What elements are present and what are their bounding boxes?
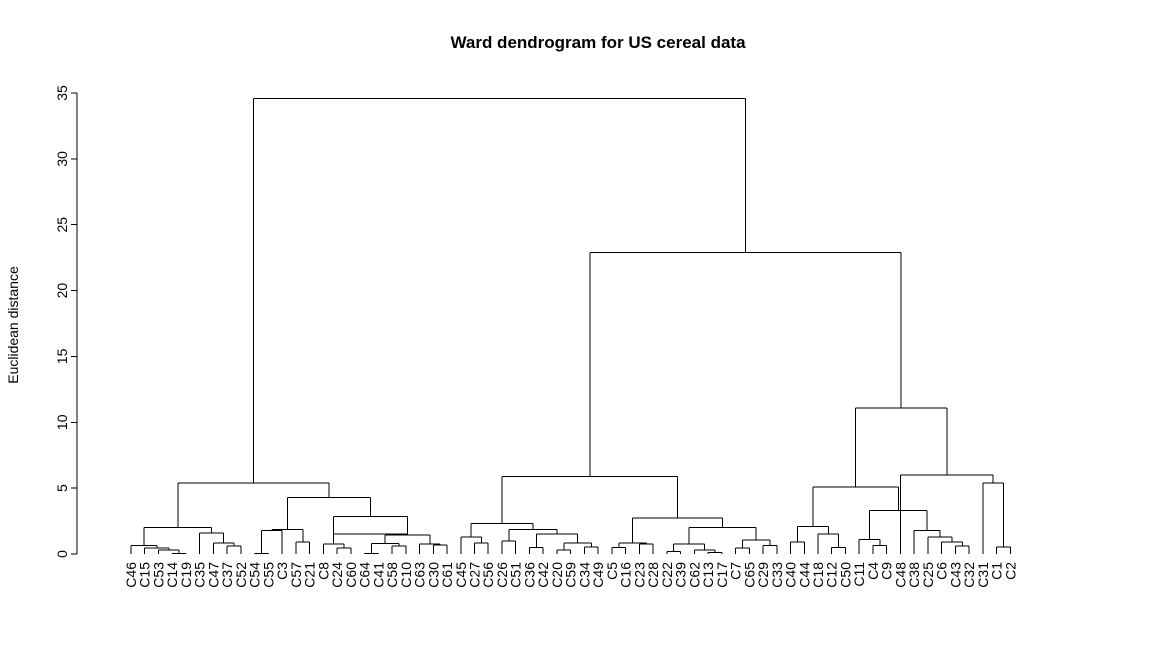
- leaf-label: C13: [700, 562, 716, 588]
- leaf-label: C40: [783, 562, 799, 588]
- y-tick-label: 25: [54, 217, 70, 233]
- leaf-label: C24: [329, 562, 345, 588]
- leaf-label: C3: [274, 562, 290, 580]
- leaf-label: C21: [302, 562, 318, 588]
- leaf-label: C57: [288, 562, 304, 588]
- leaf-label: C45: [453, 562, 469, 588]
- leaf-label: C2: [1002, 562, 1018, 580]
- leaf-labels: C46C15C53C14C19C35C47C37C52C54C55C3C57C2…: [123, 562, 1018, 588]
- leaf-label: C16: [618, 562, 634, 588]
- leaf-label: C44: [796, 562, 812, 588]
- leaf-label: C1: [989, 562, 1005, 580]
- leaf-label: C50: [837, 562, 853, 588]
- leaf-label: C38: [906, 562, 922, 588]
- leaf-label: C35: [192, 562, 208, 588]
- leaf-label: C15: [137, 562, 153, 588]
- leaf-label: C63: [412, 562, 428, 588]
- leaf-label: C20: [549, 562, 565, 588]
- leaf-label: C4: [865, 562, 881, 580]
- leaf-label: C26: [494, 562, 510, 588]
- leaf-label: C52: [233, 562, 249, 588]
- leaf-label: C12: [824, 562, 840, 588]
- leaf-label: C41: [370, 562, 386, 588]
- leaf-label: C46: [123, 562, 139, 588]
- leaf-label: C6: [934, 562, 950, 580]
- leaf-label: C64: [357, 562, 373, 588]
- leaf-label: C36: [521, 562, 537, 588]
- leaf-label: C29: [755, 562, 771, 588]
- dendrogram-tree: [130, 97, 1011, 554]
- leaf-label: C60: [343, 562, 359, 588]
- y-tick-label: 20: [54, 283, 70, 299]
- y-tick-label: 30: [54, 151, 70, 167]
- leaf-label: C18: [810, 562, 826, 588]
- leaf-label: C42: [535, 562, 551, 588]
- leaf-label: C11: [851, 562, 867, 587]
- leaf-label: C53: [150, 562, 166, 588]
- leaf-label: C31: [975, 562, 991, 588]
- y-tick-label: 0: [54, 550, 70, 558]
- chart-title: Ward dendrogram for US cereal data: [450, 33, 746, 52]
- leaf-label: C25: [920, 562, 936, 588]
- leaf-label: C39: [673, 562, 689, 588]
- y-axis-label: Euclidean distance: [5, 266, 21, 384]
- leaf-label: C14: [164, 562, 180, 588]
- leaf-label: C37: [219, 562, 235, 588]
- leaf-label: C23: [631, 562, 647, 588]
- leaf-label: C62: [686, 562, 702, 588]
- leaf-label: C32: [961, 562, 977, 588]
- leaf-label: C47: [205, 562, 221, 588]
- leaf-label: C48: [892, 562, 908, 588]
- leaf-label: C7: [728, 562, 744, 580]
- leaf-label: C27: [467, 562, 483, 588]
- leaf-label: C22: [659, 562, 675, 588]
- leaf-label: C55: [260, 562, 276, 588]
- leaf-label: C30: [425, 562, 441, 588]
- leaf-label: C58: [384, 562, 400, 588]
- leaf-label: C28: [645, 562, 661, 588]
- leaf-label: C56: [480, 562, 496, 588]
- leaf-label: C19: [178, 562, 194, 588]
- y-axis: 0 5 10 15 20 25 30 35: [54, 85, 78, 558]
- leaf-label: C51: [508, 562, 524, 588]
- leaf-label: C65: [741, 562, 757, 588]
- y-tick-label: 10: [54, 414, 70, 430]
- leaf-label: C49: [590, 562, 606, 588]
- leaf-label: C61: [439, 562, 455, 588]
- leaf-label: C54: [247, 562, 263, 588]
- y-tick-label: 15: [54, 348, 70, 364]
- leaf-label: C34: [576, 562, 592, 588]
- leaf-label: C8: [315, 562, 331, 580]
- y-tick-label: 5: [54, 484, 70, 492]
- leaf-label: C5: [604, 562, 620, 580]
- leaf-label: C43: [947, 562, 963, 588]
- leaf-label: C33: [769, 562, 785, 588]
- y-tick-label: 35: [54, 85, 70, 101]
- leaf-label: C59: [563, 562, 579, 588]
- leaf-label: C9: [879, 562, 895, 580]
- leaf-label: C10: [398, 562, 414, 588]
- leaf-label: C17: [714, 562, 730, 588]
